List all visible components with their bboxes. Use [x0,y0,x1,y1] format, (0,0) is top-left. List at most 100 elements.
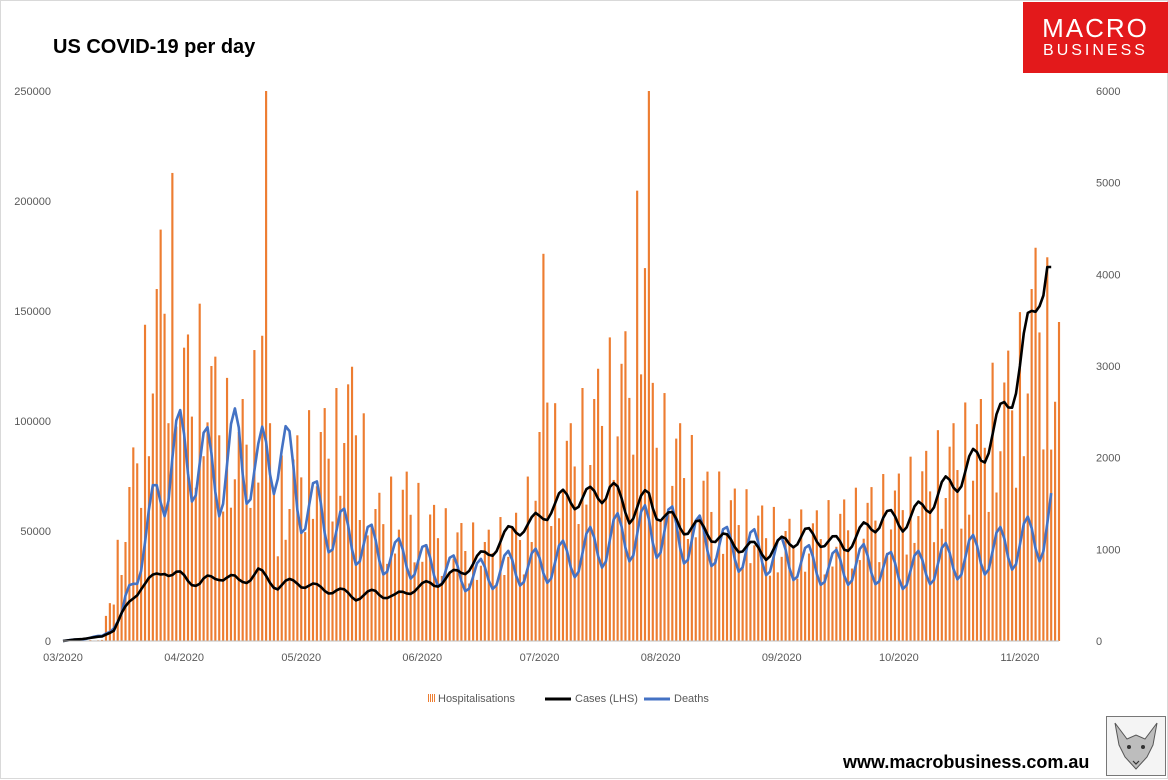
hospitalisations-bar [1050,450,1052,641]
hospitalisations-bar [714,559,716,641]
hospitalisations-bar [554,403,556,641]
hospitalisations-bar [203,456,205,641]
y-left-tick-label: 0 [45,636,51,648]
hospitalisations-bar [406,472,408,641]
hospitalisations-bar [246,445,248,641]
legend-cases-label: Cases (LHS) [575,693,638,705]
hospitalisations-bar [722,554,724,641]
hospitalisations-bar [511,527,513,641]
hospitalisations-bar [1038,332,1040,641]
y-right-tick-label: 2000 [1096,453,1120,465]
hospitalisations-bar [382,524,384,641]
hospitalisations-bar [363,413,365,641]
hospitalisations-bars [66,91,1060,641]
hospitalisations-bar [562,489,564,641]
hospitalisations-bar [839,514,841,641]
hospitalisations-bar [679,423,681,641]
hospitalisations-bar [546,403,548,641]
hospitalisations-bar [234,479,236,641]
hospitalisations-bar [183,348,185,641]
x-tick-label: 11/2020 [1000,652,1039,664]
hospitalisations-bar [152,394,154,642]
hospitalisations-bar [702,481,704,641]
hospitalisations-bar [749,563,751,641]
hospitalisations-bar [171,173,173,641]
hospitalisations-bar [105,616,107,641]
hospitalisations-bar [581,388,583,641]
y-left-tick-label: 200000 [14,196,51,208]
website-url[interactable]: www.macrobusiness.com.au [843,752,1089,773]
hospitalisations-bar [718,471,720,641]
hospitalisations-bar [476,580,478,641]
hospitalisations-bar [296,435,298,641]
hospitalisations-bar [968,515,970,641]
hospitalisations-bar [195,488,197,641]
hospitalisations-bar [261,336,263,641]
hospitalisations-bar [984,448,986,641]
hospitalisations-bar [988,512,990,641]
hospitalisations-bar [738,525,740,641]
hospitalisations-bar [999,451,1001,641]
hospitalisations-bar [218,435,220,641]
y-left-tick-label: 50000 [20,526,51,538]
hospitalisations-bar [597,369,599,641]
hospitalisations-bar [285,540,287,641]
hospitalisations-bar [910,457,912,641]
hospitalisations-bar [421,562,423,641]
hospitalisations-bar [550,526,552,641]
hospitalisations-bar [699,516,701,641]
hospitalisations-bar [519,540,521,641]
hospitalisations-bar [593,399,595,641]
hospitalisations-bar [367,535,369,641]
hospitalisations-bar [730,500,732,641]
hospitalisations-bar [570,423,572,641]
hospitalisations-bar [464,551,466,641]
hospitalisations-bar [949,447,951,641]
hospitalisations-bar [523,574,525,641]
hospitalisations-bar [933,542,935,641]
hospitalisations-bar [402,490,404,641]
hospitalisations-bar [300,477,302,641]
hospitalisations-bar [238,432,240,641]
hospitalisations-bar [992,363,994,641]
hospitalisations-bar [1054,402,1056,641]
hospitalisations-bar [499,517,501,641]
x-tick-label: 09/2020 [762,652,802,664]
legend-deaths[interactable]: Deaths [644,693,709,705]
hospitalisations-bar [745,489,747,641]
hospitalisations-bar [890,529,892,641]
legend-hospitalisations[interactable]: Hospitalisations [428,693,516,705]
hospitalisations-bar [468,584,470,641]
hospitalisations-bar [667,514,669,641]
y-right-tick-label: 3000 [1096,361,1120,373]
hospitalisations-bar [777,572,779,641]
hospitalisations-bar [726,534,728,641]
hospitalisations-bar [960,529,962,641]
hospitalisations-bar [386,564,388,641]
hospitalisations-bar [644,268,646,641]
hospitalisations-bar [859,560,861,641]
y-right-tick-label: 1000 [1096,544,1120,556]
hospitalisations-bar [769,576,771,641]
hospitalisations-bar [1046,257,1048,641]
hospitalisations-bar [242,399,244,641]
hospitalisations-bar [437,538,439,641]
x-tick-label: 04/2020 [164,652,204,664]
hospitalisations-bar [605,499,607,641]
x-tick-label: 10/2020 [879,652,919,664]
hospitalisations-bar [429,515,431,642]
hospitalisations-bar [765,538,767,641]
hospitalisations-bar [589,465,591,641]
hospitalisations-bar [656,448,658,641]
hospitalisations-bar [574,466,576,641]
hospitalisations-bar [952,423,954,641]
hospitalisations-bar [394,554,396,641]
legend-cases[interactable]: Cases (LHS) [545,693,638,705]
x-tick-label: 07/2020 [520,652,560,664]
hospitalisations-bar [222,512,224,641]
hospitalisations-bar [374,509,376,641]
hospitalisations-bar [624,331,626,641]
hospitalisations-bar [206,422,208,641]
hospitalisations-bar [558,518,560,641]
